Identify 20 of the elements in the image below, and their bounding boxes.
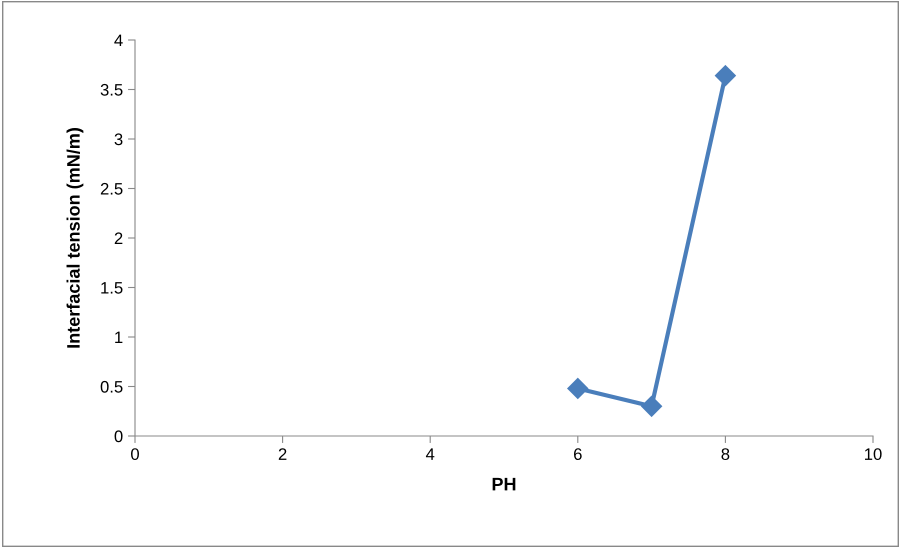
x-tick-label: 0: [131, 448, 139, 460]
point: [567, 378, 588, 399]
y-tick-label: 4: [114, 34, 123, 46]
y-tick-label: 2.5: [100, 182, 122, 195]
y-tick-label: 3: [114, 133, 122, 146]
y-axis-title: Interfacial tension (mN/m): [66, 128, 84, 348]
y-tick-label: 0: [114, 430, 123, 442]
x-tick-label: 10: [865, 448, 882, 460]
y-tick-label: 2: [114, 232, 122, 244]
y-tick-label: 3.5: [100, 84, 122, 96]
x-tick-label: 6: [574, 448, 582, 460]
point: [641, 396, 662, 417]
x-tick-label: 2: [278, 448, 286, 460]
point: [714, 65, 736, 86]
y-tick-label: 1.5: [101, 282, 122, 294]
y-tick-label: 0.5: [100, 380, 122, 393]
x-tick-label: 4: [426, 448, 434, 460]
x-tick-label: 8: [721, 448, 730, 460]
y-tick-label: 1: [115, 332, 122, 344]
x-axis-title: PH: [492, 478, 516, 490]
